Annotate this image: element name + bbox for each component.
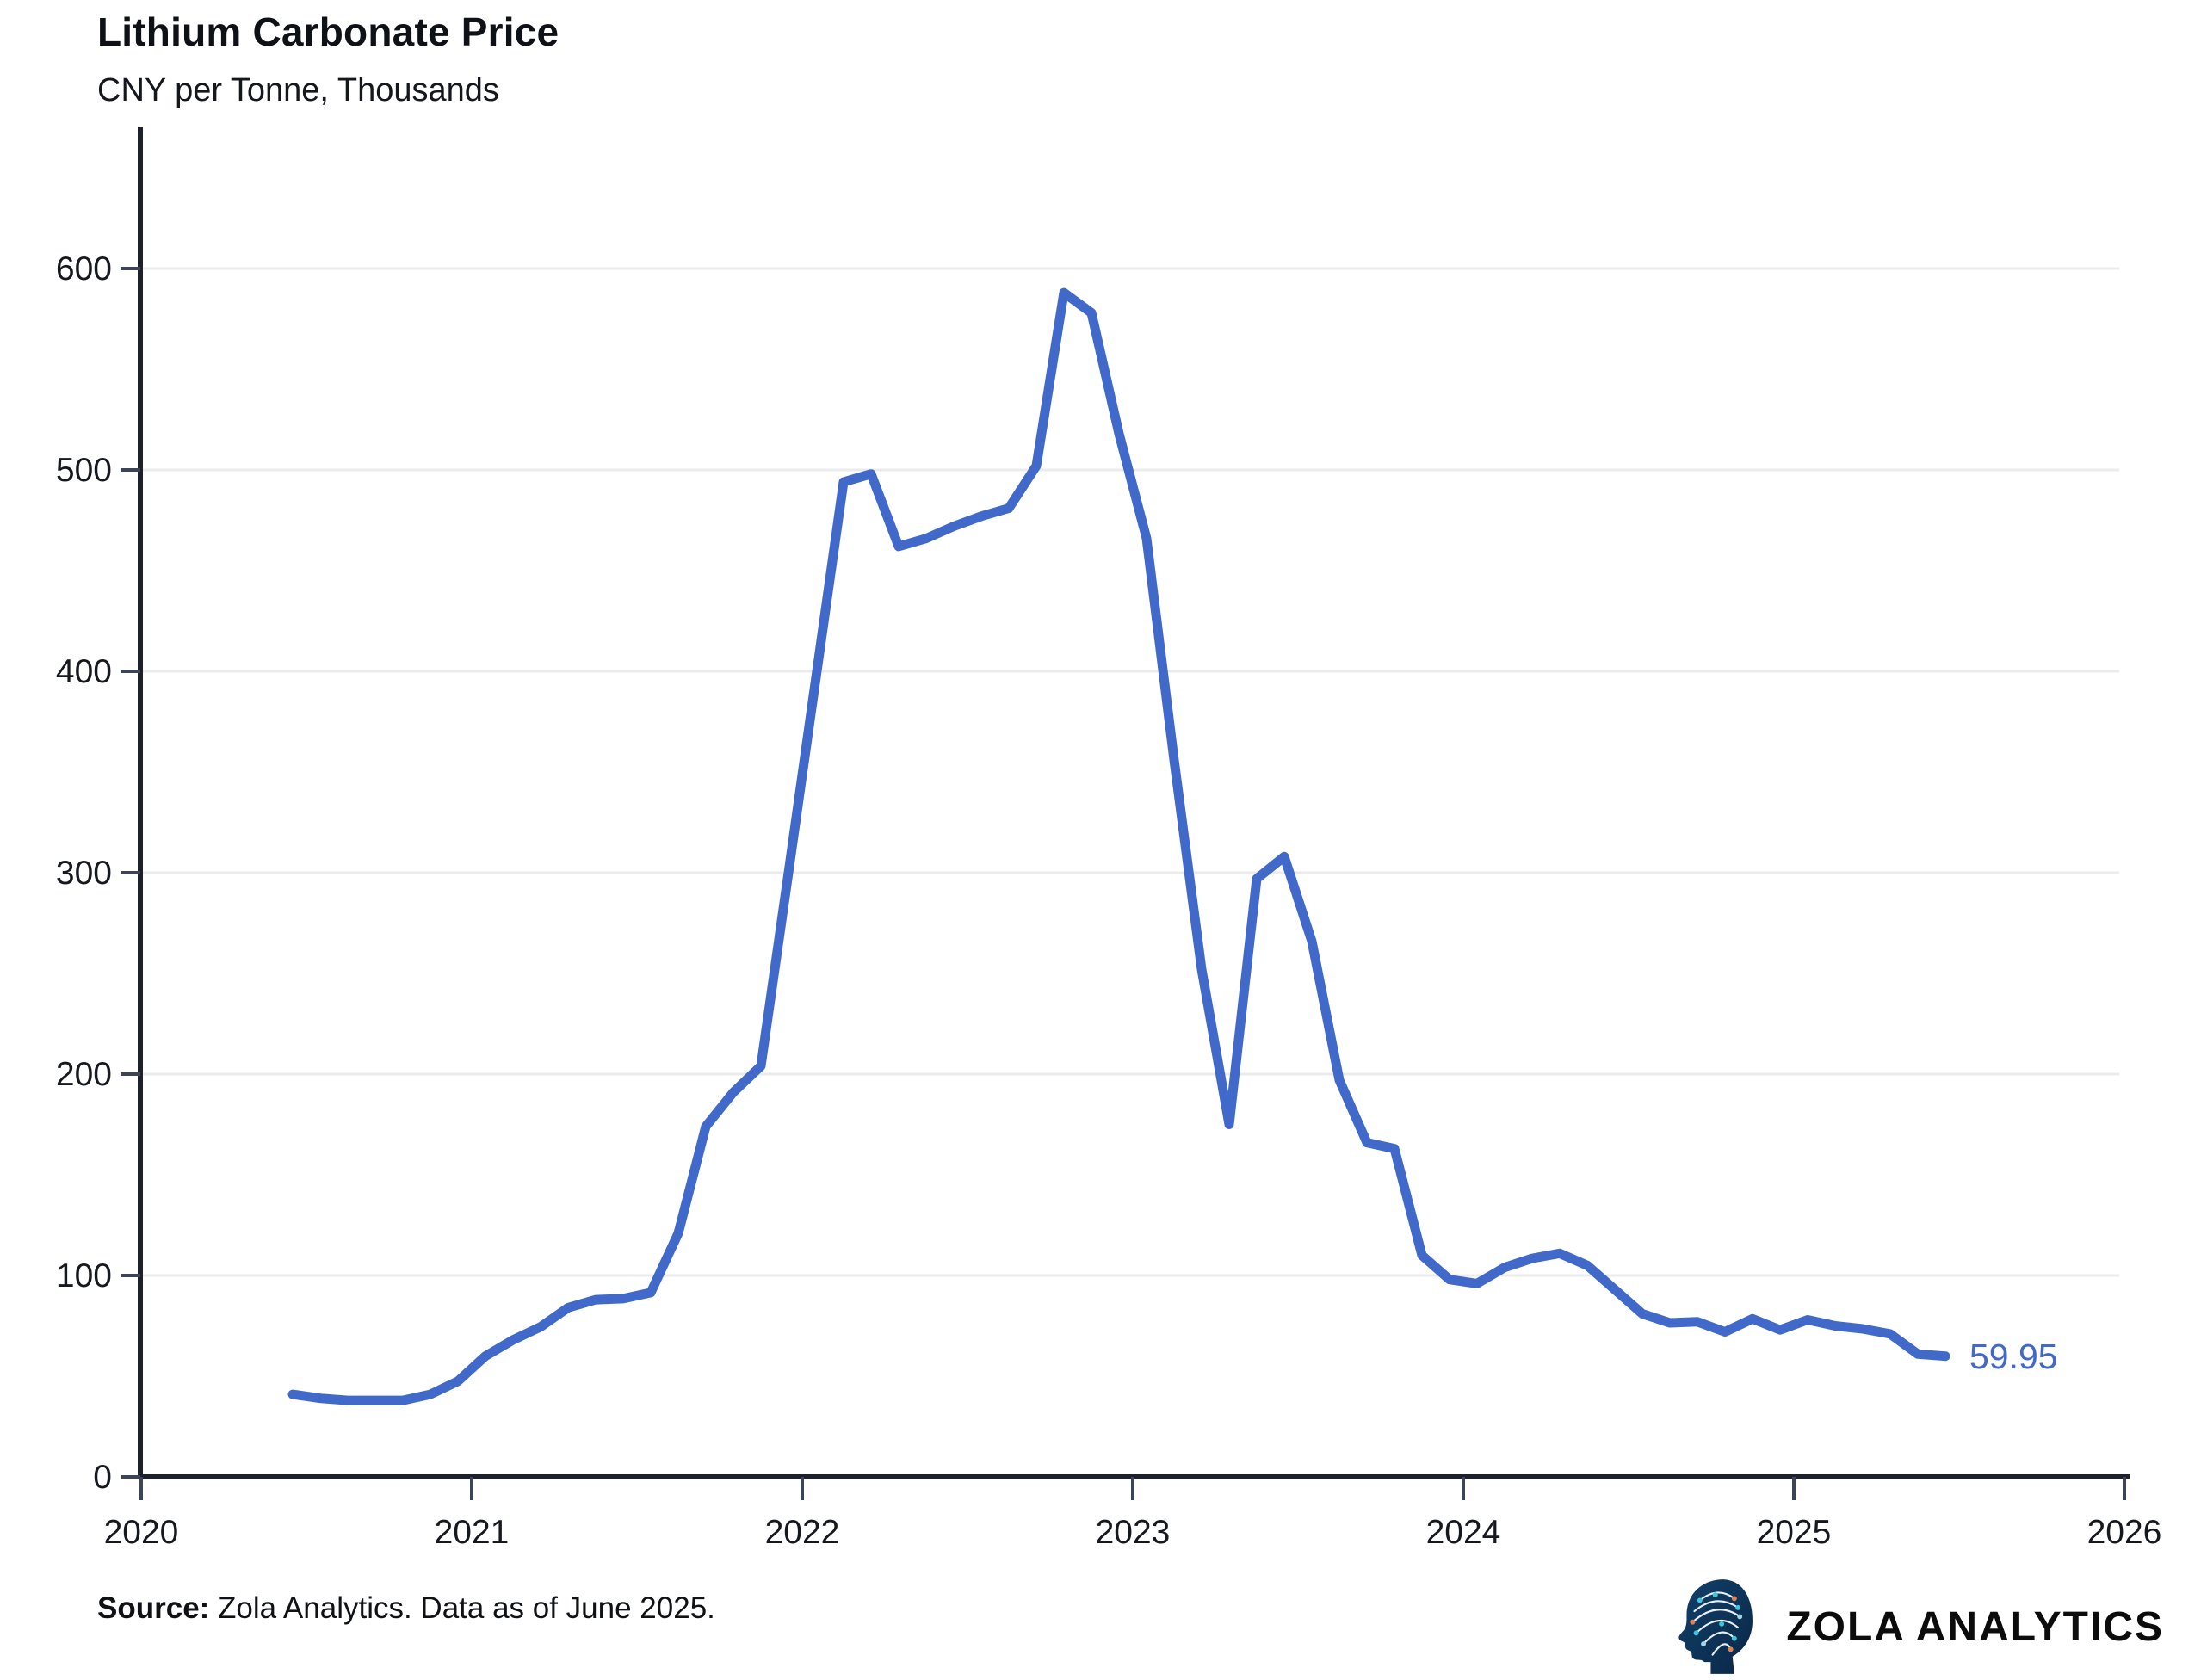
x-tick-label: 2023 [1096, 1514, 1171, 1551]
x-tick-label: 2026 [2087, 1514, 2162, 1551]
brand-lockup: ZOLA ANALYTICS [1672, 1577, 2164, 1677]
x-tick-label: 2022 [765, 1514, 840, 1551]
y-tick-label: 100 [56, 1257, 112, 1294]
brand-name: ZOLA ANALYTICS [1786, 1603, 2164, 1650]
y-tick-label: 0 [93, 1459, 112, 1496]
source-text: Zola Analytics. Data as of June 2025. [209, 1591, 715, 1625]
source-note: Source: Zola Analytics. Data as of June … [97, 1591, 715, 1626]
source-label: Source: [97, 1591, 210, 1625]
x-tick-label: 2020 [104, 1514, 179, 1551]
y-tick-label: 600 [56, 250, 112, 287]
y-tick-label: 300 [56, 855, 112, 892]
y-tick-label: 400 [56, 653, 112, 690]
price-line [287, 287, 1950, 1405]
x-tick-label: 2021 [435, 1514, 510, 1551]
y-tick-label: 500 [56, 452, 112, 489]
chart-subtitle: CNY per Tonne, Thousands [97, 72, 499, 108]
last-value-label: 59.95 [1969, 1336, 2058, 1376]
zola-head-icon [1678, 1579, 1753, 1674]
x-tick-label: 2025 [1757, 1514, 1832, 1551]
x-tick-label: 2024 [1426, 1514, 1501, 1551]
chart-title: Lithium Carbonate Price [97, 9, 559, 54]
y-tick-label: 200 [56, 1056, 112, 1093]
